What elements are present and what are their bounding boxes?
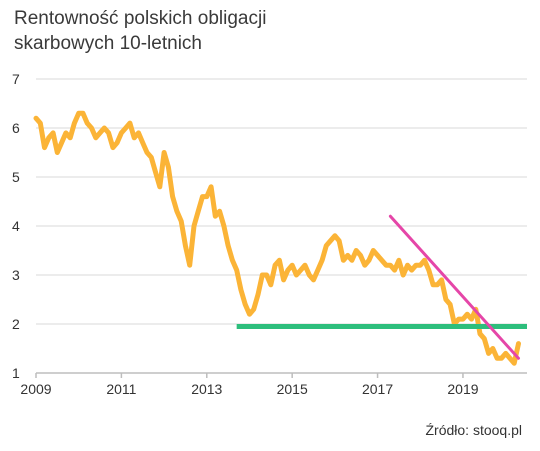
reference-lines: [236, 214, 527, 360]
y-tick-label-5: 5: [12, 169, 20, 185]
y-tick-label-6: 6: [12, 120, 20, 136]
y-tick-label-3: 3: [12, 267, 20, 283]
x-axis: [35, 372, 527, 378]
source-label: Źródło: stooq.pl: [426, 422, 523, 438]
y-axis-tick-labels: 1 2 3 4 5 6 7: [12, 71, 20, 381]
x-tick-label-2017: 2017: [362, 381, 393, 397]
y-tick-label-4: 4: [12, 218, 20, 234]
x-tick-label-2019: 2019: [447, 381, 478, 397]
downtrend-line: [388, 214, 520, 360]
x-tick-label-2015: 2015: [277, 381, 308, 397]
y-tick-label-7: 7: [12, 71, 20, 87]
series-line-0: [33, 110, 521, 366]
data-series: [33, 110, 521, 366]
y-tick-label-1: 1: [12, 365, 20, 381]
x-tick-label-2013: 2013: [191, 381, 222, 397]
x-tick-label-2011: 2011: [106, 381, 136, 397]
y-tick-label-2: 2: [12, 316, 20, 332]
x-axis-tick-labels: 2009 2011 2013 2015 2017 2019: [20, 381, 478, 397]
chart-title-line-2: skarbowych 10-letnich: [14, 33, 202, 54]
chart-title-line-1: Rentowność polskich obligacji: [14, 8, 266, 29]
x-tick-label-2009: 2009: [20, 381, 51, 397]
